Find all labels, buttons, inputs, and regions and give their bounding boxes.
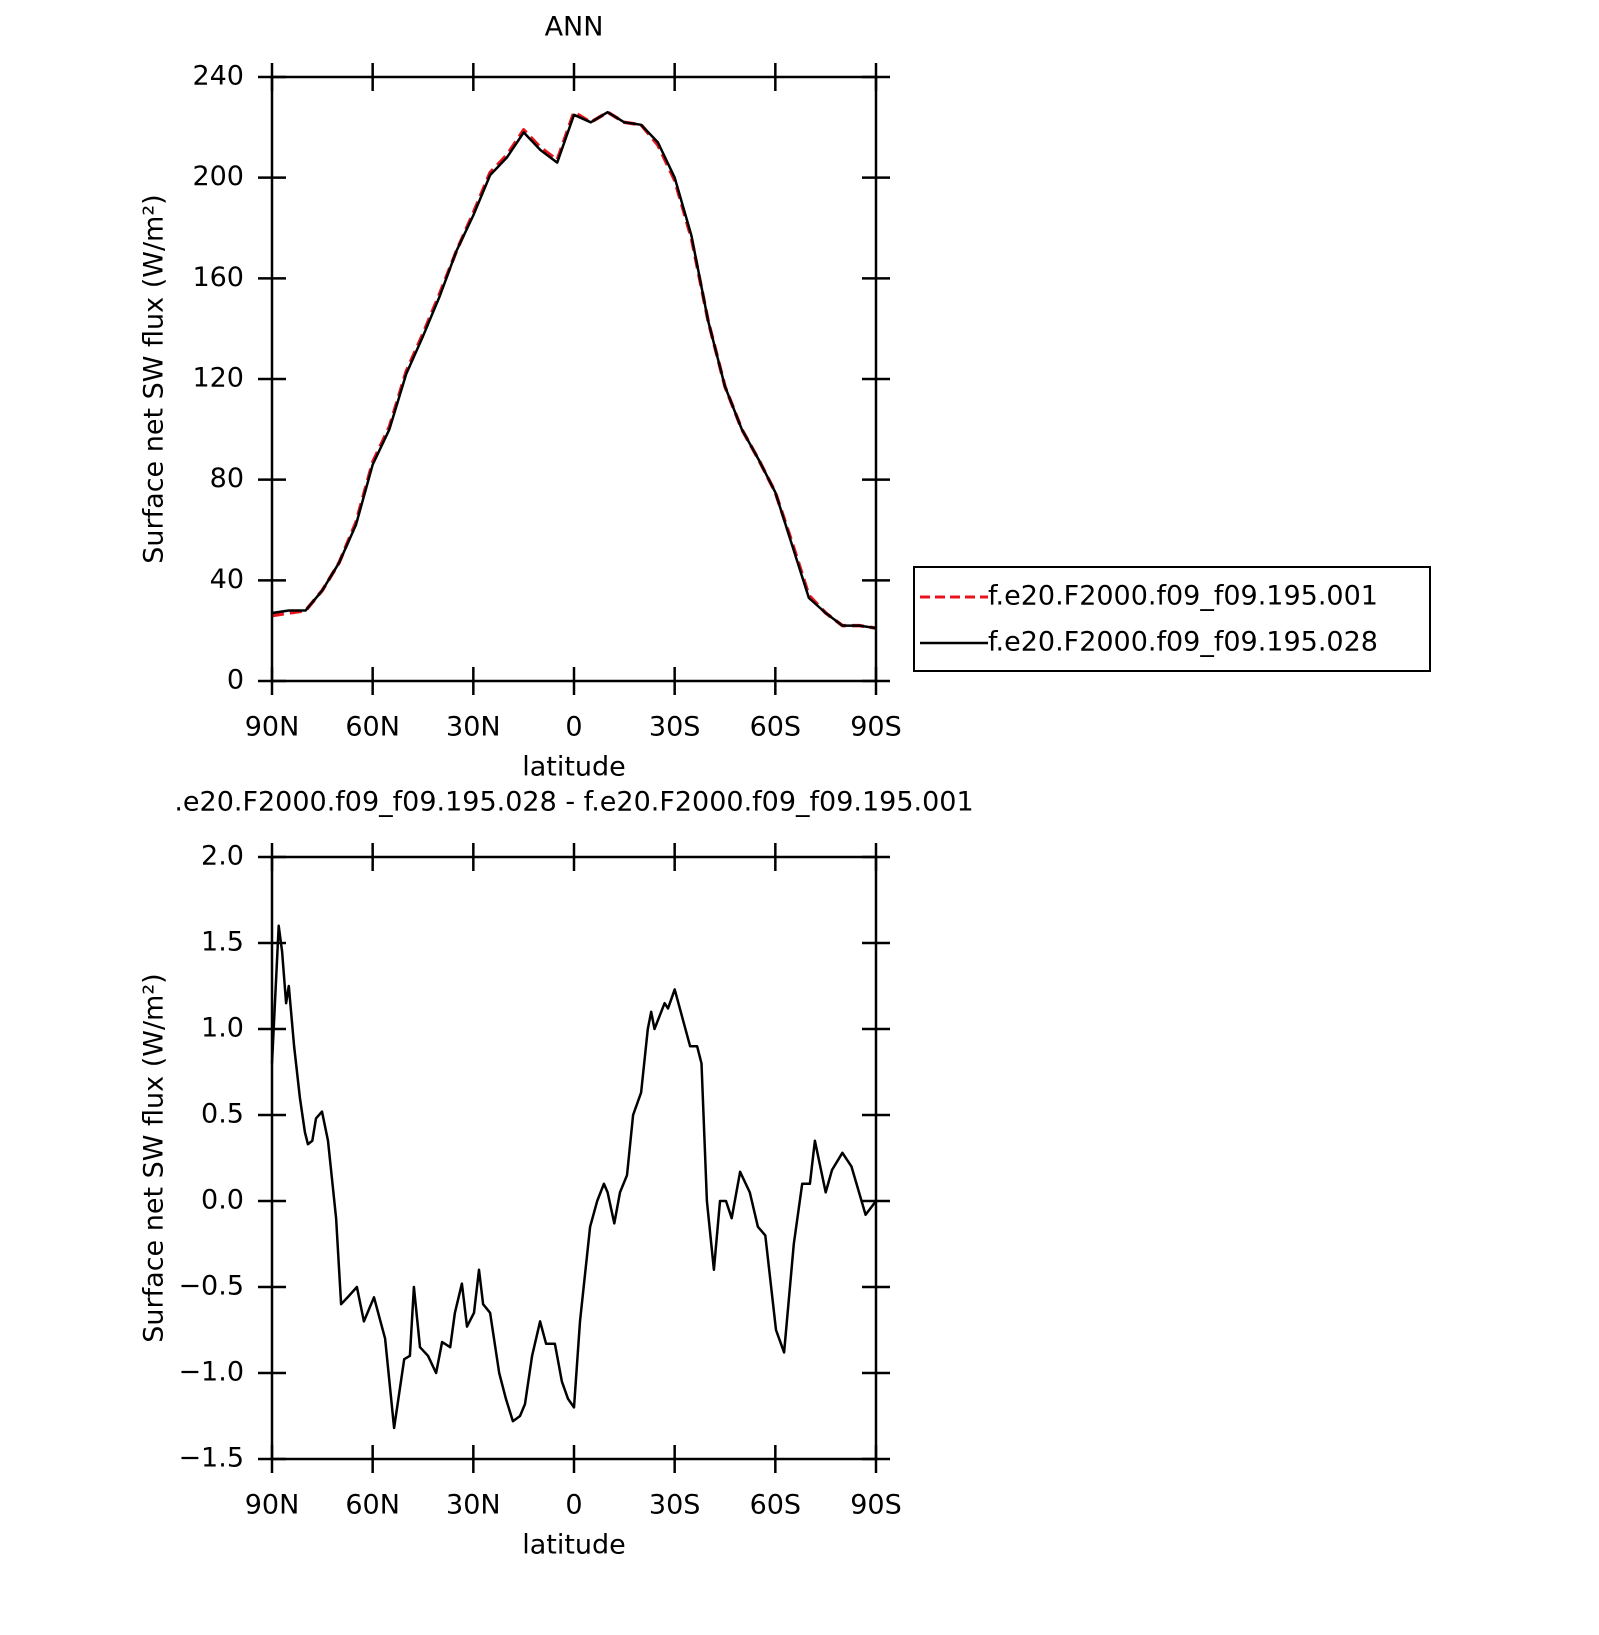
y-tick-label: 2.0 [201, 841, 244, 872]
y-tick-label: 0 [227, 665, 244, 696]
y-tick-label: 80 [210, 463, 244, 494]
y-tick-label: 40 [210, 564, 244, 595]
legend: f.e20.F2000.f09_f09.195.001 f.e20.F2000.f… [913, 566, 1431, 672]
legend-label: f.e20.F2000.f09_f09.195.001 [988, 581, 1378, 612]
x-tick-label: 30N [446, 712, 501, 743]
x-tick-label: 0 [565, 1490, 582, 1521]
x-tick-label: 60N [345, 1490, 400, 1521]
x-tick-label: 90N [245, 712, 300, 743]
x-tick-label: 30S [649, 1490, 701, 1521]
y-tick-label: −0.5 [178, 1271, 244, 1302]
chart-title: ANN [545, 12, 604, 43]
x-tick-label: 90N [245, 1490, 300, 1521]
y-tick-label: 1.5 [201, 927, 244, 958]
plot-frame [270, 75, 878, 683]
y-tick-label: −1.0 [178, 1357, 244, 1388]
y-tick-label: 0.0 [201, 1185, 244, 1216]
chart-title: .e20.F2000.f09_f09.195.028 - f.e20.F2000… [174, 787, 973, 818]
data-line [270, 924, 877, 1430]
x-tick-label: 30N [446, 1490, 501, 1521]
x-axis-label: latitude [522, 1530, 626, 1561]
y-tick-label: 1.0 [201, 1013, 244, 1044]
data-line [271, 110, 877, 630]
y-tick-label: 120 [192, 363, 244, 394]
x-tick-label: 30S [649, 712, 701, 743]
x-tick-label: 60S [750, 712, 802, 743]
legend-box [913, 566, 1431, 672]
x-tick-label: 90S [850, 712, 902, 743]
y-tick-label: 200 [192, 161, 244, 192]
x-tick-label: 0 [565, 712, 582, 743]
y-tick-label: −1.5 [178, 1443, 244, 1474]
x-axis-label: latitude [522, 752, 626, 783]
legend-label: f.e20.F2000.f09_f09.195.028 [988, 627, 1378, 658]
y-tick-label: 0.5 [201, 1099, 244, 1130]
data-line [271, 110, 877, 630]
x-tick-label: 60S [750, 1490, 802, 1521]
y-axis-label: Surface net SW flux (W/m²) [139, 194, 170, 563]
x-tick-label: 90S [850, 1490, 902, 1521]
y-tick-label: 160 [192, 262, 244, 293]
y-axis-label: Surface net SW flux (W/m²) [139, 973, 170, 1342]
y-tick-label: 240 [192, 61, 244, 92]
plot-frame [270, 855, 878, 1461]
x-tick-label: 60N [345, 712, 400, 743]
